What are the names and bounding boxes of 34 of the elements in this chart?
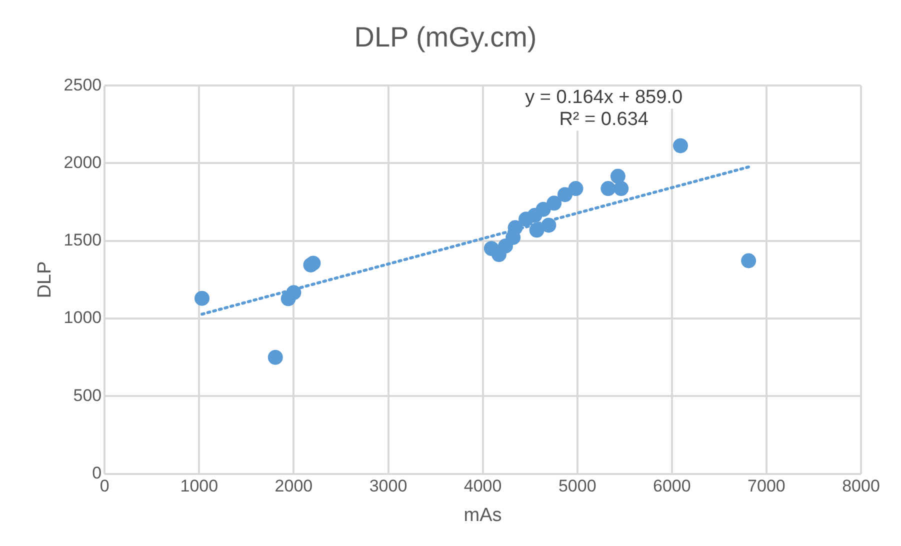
point: [536, 202, 551, 217]
annotation: R² = 0.634: [559, 108, 649, 130]
point: [600, 181, 616, 196]
y-tick-label: 2000: [64, 152, 102, 172]
point: [546, 196, 562, 211]
x-axis-title: mAs: [464, 504, 502, 526]
point: [508, 220, 523, 236]
point: [610, 168, 626, 184]
point: [286, 285, 302, 300]
y-tick-label: 1500: [64, 230, 102, 250]
point: [194, 290, 210, 306]
x-tick-label: 2000: [274, 476, 313, 496]
x-tick-label: 3000: [369, 476, 408, 496]
annotation: y = 0.164x + 859.0: [525, 86, 683, 108]
point: [268, 350, 283, 365]
y-tick-label: 500: [73, 386, 102, 405]
y-tick-label: 2500: [64, 75, 102, 94]
y-axis-title: DLP: [34, 261, 56, 298]
x-tick-label: 4000: [464, 476, 502, 496]
point: [557, 187, 572, 202]
x-tick-label: 6000: [652, 476, 691, 496]
point: [529, 222, 544, 238]
point: [541, 218, 556, 233]
x-tick-label: 7000: [748, 476, 786, 496]
x-tick-label: 1000: [180, 476, 218, 496]
point: [568, 181, 584, 196]
y-tick-label: 0: [92, 463, 102, 482]
point: [673, 138, 688, 154]
x-tick-label: 8000: [842, 476, 880, 496]
y-tick-label: 1000: [64, 308, 102, 328]
chart-title: DLP (mGy.cm): [354, 22, 537, 53]
point: [614, 181, 629, 196]
point: [741, 253, 756, 268]
x-tick-label: 5000: [558, 476, 596, 496]
